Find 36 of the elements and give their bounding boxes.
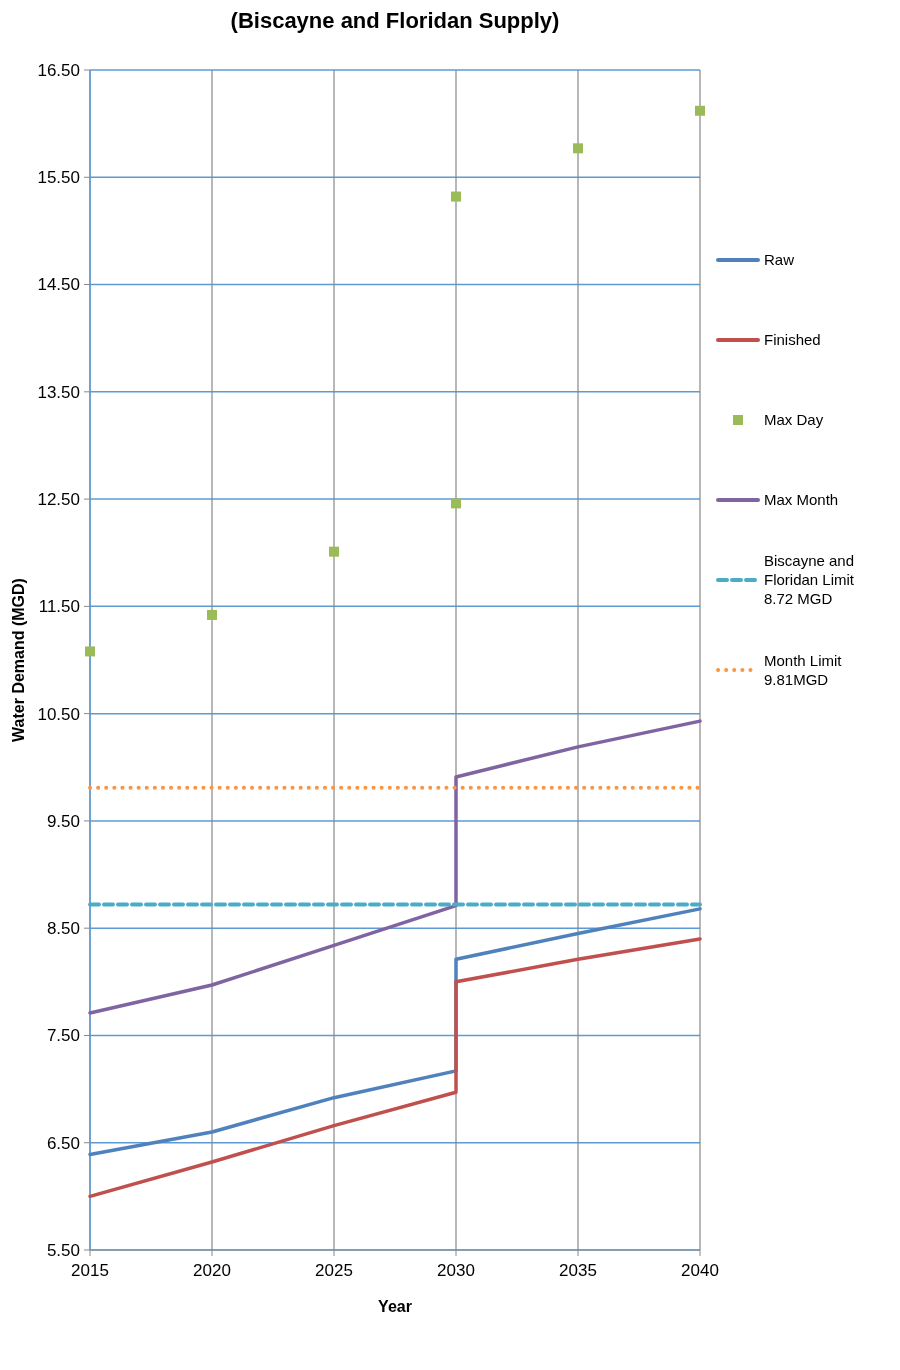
legend-label: Raw: [764, 251, 795, 269]
point: [329, 546, 339, 557]
line-series: [88, 719, 702, 1015]
y-tick-label: 14.50: [37, 275, 80, 295]
x-tick-label: 2040: [681, 1261, 719, 1280]
y-axis-title: Water Demand (MGD): [10, 578, 27, 742]
y-tick-label: 16.50: [37, 60, 80, 80]
x-tick-label: 2015: [71, 1261, 109, 1280]
y-tick-label: 9.50: [46, 811, 80, 831]
legend-label: Max Month: [764, 491, 839, 509]
x-tick-label: 2030: [437, 1261, 475, 1280]
y-tick-label: 12.50: [37, 490, 80, 510]
y-tick-label: 7.50: [46, 1026, 80, 1046]
y-tick-label: 13.50: [37, 382, 80, 402]
y-tick-label: 5.50: [46, 1240, 80, 1260]
point: [207, 609, 217, 620]
x-tick-label: 2025: [315, 1261, 353, 1280]
legend-label: Max Day: [764, 411, 824, 429]
legend-label: Biscayne and Floridan Limit 8.72 MGD: [764, 552, 855, 608]
x-axis-title: Year: [378, 1298, 412, 1315]
legend-label: Finished: [764, 331, 821, 349]
point: [451, 191, 461, 202]
x-tick-label: 2020: [193, 1261, 231, 1280]
point: [695, 105, 705, 116]
point: [573, 143, 583, 154]
legend-label: Month Limit 9.81MGD: [764, 651, 843, 688]
point: [451, 498, 461, 509]
y-tick-label: 11.50: [38, 597, 80, 617]
chart-title: (Biscayne and Floridan Supply): [230, 8, 560, 33]
line-series: [88, 937, 702, 1199]
x-tick-label: 2035: [559, 1261, 597, 1280]
y-tick-label: 10.50: [37, 704, 80, 724]
y-tick-label: 8.50: [46, 919, 80, 939]
y-tick-label: 15.50: [37, 168, 80, 188]
y-tick-label: 6.50: [46, 1133, 80, 1153]
point: [85, 646, 95, 657]
